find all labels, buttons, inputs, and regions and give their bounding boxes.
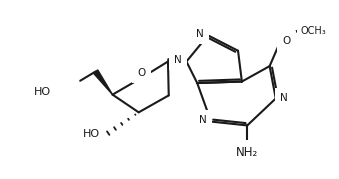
Text: N: N [199, 115, 206, 125]
Text: HO: HO [34, 87, 51, 97]
Polygon shape [94, 70, 113, 95]
Polygon shape [168, 59, 186, 64]
Text: O: O [283, 37, 291, 47]
Text: OCH₃: OCH₃ [300, 26, 326, 36]
Text: O: O [138, 68, 146, 78]
Text: N: N [280, 93, 288, 103]
Text: NH₂: NH₂ [236, 146, 258, 159]
Text: HO: HO [83, 129, 100, 139]
Text: N: N [174, 55, 182, 65]
Text: N: N [196, 29, 204, 39]
